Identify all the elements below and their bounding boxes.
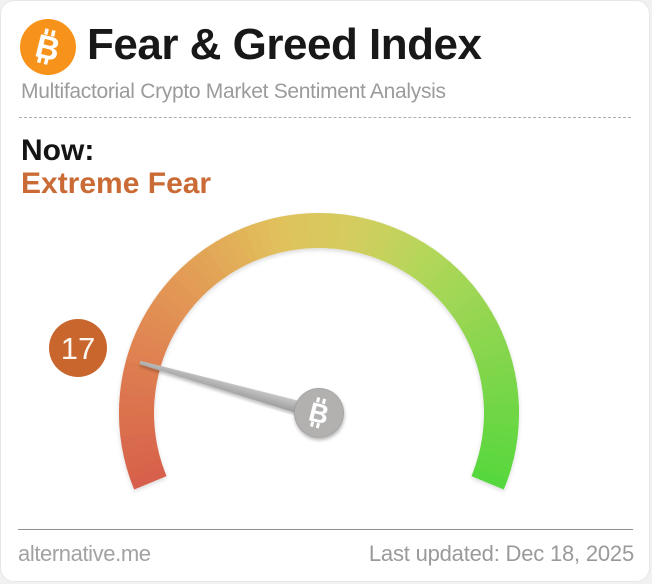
bitcoin-icon: B [20, 19, 76, 75]
gauge-value: 17 [61, 331, 95, 366]
source-link[interactable]: alternative.me [18, 541, 151, 566]
now-label: Now: [21, 134, 95, 167]
header-divider [19, 117, 631, 118]
bitcoin-hub-icon: B [294, 388, 344, 438]
gauge-chart: B 17 [49, 213, 520, 490]
page-title: Fear & Greed Index [87, 20, 482, 69]
gauge-arc [119, 213, 520, 490]
subtitle: Multifactorial Crypto Market Sentiment A… [21, 80, 446, 103]
last-updated: Last updated: Dec 18, 2025 [368, 541, 634, 566]
gauge-needle [139, 360, 308, 416]
classification-text: Extreme Fear [21, 167, 212, 200]
value-badge: 17 [49, 319, 107, 377]
footer-divider [18, 529, 633, 530]
